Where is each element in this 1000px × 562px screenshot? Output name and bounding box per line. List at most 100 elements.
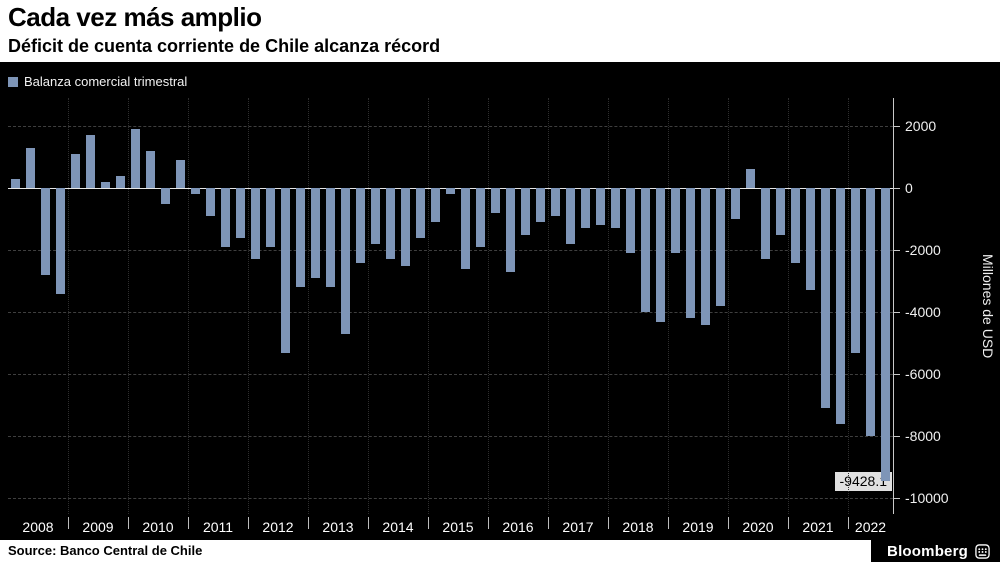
bar	[790, 188, 801, 263]
y-tick-label: 2000	[905, 117, 937, 134]
bar	[445, 188, 456, 195]
chart-area: Balanza comercial trimestral -9428.1 200…	[0, 62, 1000, 540]
bloomberg-logo: Bloomberg	[871, 540, 1000, 562]
bar	[670, 188, 681, 254]
gridline	[8, 250, 893, 252]
bar	[640, 188, 651, 313]
y-tick-mark	[894, 188, 900, 190]
bar	[55, 188, 66, 294]
x-tick-mark	[188, 517, 189, 529]
x-tick-mark	[68, 517, 69, 529]
bar	[130, 129, 141, 189]
bar	[580, 188, 591, 229]
x-tick-label: 2016	[502, 519, 534, 535]
x-tick-mark	[308, 517, 309, 529]
bar	[175, 160, 186, 189]
bar	[235, 188, 246, 238]
gridline	[8, 374, 893, 376]
plot-area: -9428.1	[8, 98, 893, 514]
legend-swatch	[8, 76, 18, 87]
bar	[505, 188, 516, 272]
year-separator-line	[128, 98, 129, 514]
bar	[700, 188, 711, 325]
bar	[280, 188, 291, 353]
y-tick-mark	[894, 125, 900, 127]
bar	[295, 188, 306, 288]
y-tick-label: -8000	[905, 428, 941, 445]
x-tick-mark	[848, 517, 849, 529]
x-tick-label: 2010	[142, 519, 174, 535]
y-axis-title: Millones de USD	[980, 253, 996, 359]
year-separator-line	[788, 98, 789, 514]
chart-title: Cada vez más amplio	[8, 2, 262, 32]
x-tick-label: 2022	[854, 519, 887, 535]
bar	[355, 188, 366, 263]
bar	[145, 150, 156, 189]
gridline	[8, 312, 893, 314]
x-tick-label: 2008	[22, 519, 54, 535]
bar	[370, 188, 381, 244]
bar	[250, 188, 261, 260]
year-separator-line	[188, 98, 189, 514]
bar	[160, 188, 171, 204]
bar	[325, 188, 336, 288]
bar	[685, 188, 696, 319]
x-tick-mark	[788, 517, 789, 529]
x-axis: 2008 2009 2010 2011 2012 2013 2014 2015 2016 2017…	[8, 514, 893, 540]
gridline	[8, 498, 893, 500]
gridline	[8, 125, 893, 127]
x-tick-mark	[368, 517, 369, 529]
year-separator-line	[308, 98, 309, 514]
gridline	[8, 436, 893, 438]
bar	[655, 188, 666, 322]
bar	[475, 188, 486, 247]
y-tick-mark	[894, 312, 900, 314]
y-tick-label: -6000	[905, 366, 941, 383]
year-separator-line	[68, 98, 69, 514]
bar	[520, 188, 531, 235]
bar	[340, 188, 351, 334]
legend-label: Balanza comercial trimestral	[24, 74, 188, 89]
y-tick-mark	[894, 498, 900, 500]
chart-footer: Source: Banco Central de Chile Bloomberg	[0, 540, 1000, 562]
x-tick-label: 2017	[562, 519, 594, 535]
x-tick-mark	[488, 517, 489, 529]
bar	[100, 181, 111, 189]
y-tick-label: -4000	[905, 304, 941, 321]
source-note: Source: Banco Central de Chile	[8, 543, 203, 558]
x-tick-label: 2018	[622, 519, 654, 535]
y-axis: 2000 0 -2000 -4000 -6000 -8000 -10000	[893, 98, 1000, 514]
bar	[820, 188, 831, 409]
bar	[610, 188, 621, 229]
bar	[190, 188, 201, 195]
year-separator-line	[668, 98, 669, 514]
bar	[550, 188, 561, 216]
bar	[10, 178, 21, 189]
x-tick-label: 2012	[262, 519, 294, 535]
bar	[25, 147, 36, 188]
bar	[775, 188, 786, 235]
year-separator-line	[428, 98, 429, 514]
bar	[430, 188, 441, 223]
x-tick-mark	[248, 517, 249, 529]
y-tick-label: -2000	[905, 242, 941, 259]
bloomberg-terminal-icon	[975, 543, 990, 559]
bar	[85, 135, 96, 189]
y-tick-label: 0	[905, 180, 913, 197]
bar	[760, 188, 771, 260]
x-tick-mark	[608, 517, 609, 529]
bar	[40, 188, 51, 275]
x-tick-mark	[548, 517, 549, 529]
chart-header: Cada vez más amplio Déficit de cuenta co…	[0, 0, 1000, 62]
x-tick-label: 2015	[442, 519, 474, 535]
chart-subtitle: Déficit de cuenta corriente de Chile alc…	[8, 36, 441, 56]
bar	[415, 188, 426, 238]
bar	[805, 188, 816, 291]
bar	[460, 188, 471, 269]
bar	[715, 188, 726, 306]
year-separator-line	[848, 98, 849, 514]
bar	[490, 188, 501, 213]
bar	[70, 153, 81, 189]
bar	[115, 175, 126, 189]
